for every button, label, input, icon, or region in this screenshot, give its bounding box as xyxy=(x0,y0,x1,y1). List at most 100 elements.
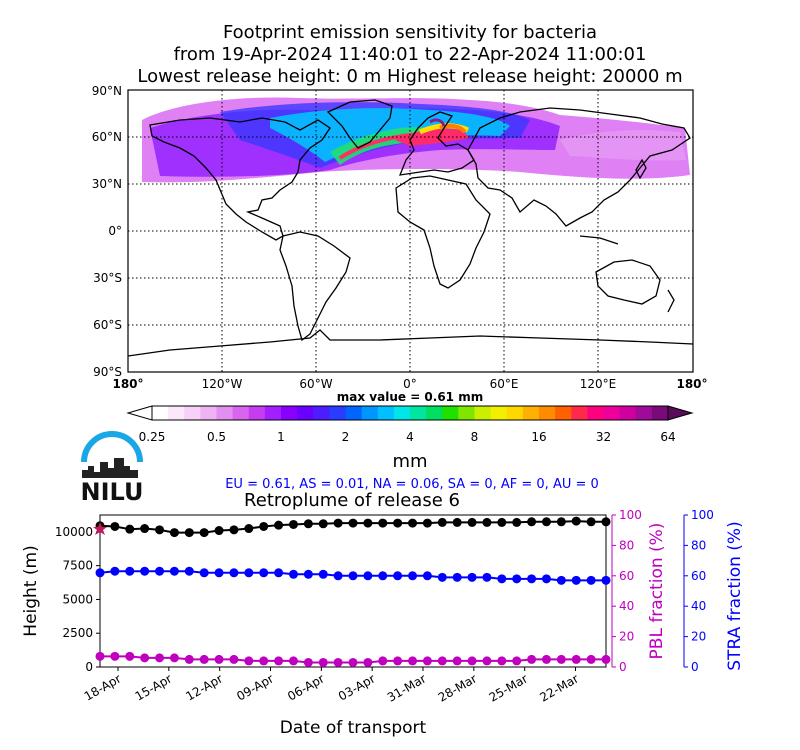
colorbar-cell xyxy=(651,406,669,420)
stra-fraction-point xyxy=(601,575,611,585)
pbl-fraction-point xyxy=(303,657,313,667)
pbl-fraction-point xyxy=(140,653,150,663)
colorbar-cell xyxy=(377,406,395,420)
height-point xyxy=(556,517,566,527)
colorbar-cell xyxy=(264,406,282,420)
nilu-logo: NILU xyxy=(81,431,144,506)
axis-ticks xyxy=(96,514,688,671)
colorbar-unit-label: mm xyxy=(392,451,427,472)
stra-fraction-point xyxy=(393,571,403,581)
retroplume-chart: Retroplume of release 6 18-Apr 15-Apr 12-A… xyxy=(21,490,745,738)
pbl-fraction-point xyxy=(527,654,537,664)
colorbar-tick: 0.25 xyxy=(139,430,166,444)
stra-fraction-point xyxy=(408,571,418,581)
pbl-fraction-point xyxy=(288,656,298,666)
colorbar-tick: 16 xyxy=(531,430,546,444)
pbl-fraction-point xyxy=(452,656,462,666)
stra-fraction-point xyxy=(95,568,105,578)
stra-tick-label: 100 xyxy=(691,508,714,522)
height-point xyxy=(571,516,581,526)
pbl-fraction-point xyxy=(274,656,284,666)
height-point xyxy=(244,524,254,534)
stra-fraction-point xyxy=(140,566,150,576)
stra-fraction-point xyxy=(274,568,284,578)
height-point xyxy=(422,518,432,528)
stra-fraction-point xyxy=(169,566,179,576)
lon-label: 120°E xyxy=(580,377,617,391)
pbl-fraction-point xyxy=(259,656,269,666)
stra-tick-labels: 0 20 40 60 80 100 xyxy=(691,508,714,674)
colorbar-high-extension xyxy=(667,405,694,421)
y-left-tick-label: 0 xyxy=(85,660,93,674)
x-tick-labels: 18-Apr 15-Apr 12-Apr 09-Apr 06-Apr 03-Apr 31-M… xyxy=(82,671,581,704)
stra-fraction-point xyxy=(244,568,254,578)
logo-skyline xyxy=(82,458,138,478)
colorbar-cell xyxy=(603,406,621,420)
stra-fraction-point xyxy=(155,566,165,576)
colorbar-tick: 8 xyxy=(471,430,479,444)
pbl-fraction-point xyxy=(378,656,388,666)
pbl-fraction-point xyxy=(408,656,418,666)
colorbar-cell xyxy=(619,406,637,420)
x-tick-label: 12-Apr xyxy=(183,671,225,703)
stra-fraction-point xyxy=(333,571,343,581)
pbl-fraction-point xyxy=(363,657,373,667)
lat-label: 90°S xyxy=(93,365,122,379)
stra-fraction-point xyxy=(541,574,551,584)
colorbar-cell xyxy=(200,406,217,420)
colorbar-cell xyxy=(345,406,363,420)
x-tick-label: 25-Mar xyxy=(487,671,531,704)
colorbar-low-extension xyxy=(126,405,153,421)
stra-fraction-point xyxy=(184,566,194,576)
height-point xyxy=(541,517,551,527)
colorbar-cell xyxy=(410,406,427,420)
height-point xyxy=(527,517,537,527)
stra-fraction-point xyxy=(214,568,224,578)
colorbar-cell xyxy=(216,406,234,420)
x-tick-label: 18-Apr xyxy=(82,671,124,703)
pbl-fraction-point xyxy=(467,656,477,666)
lon-label: 60°E xyxy=(490,377,519,391)
lat-label: 30°N xyxy=(92,177,122,191)
stra-fraction-point xyxy=(303,569,313,579)
colorbar-cell xyxy=(539,406,556,420)
pbl-tick-label: 80 xyxy=(619,538,634,552)
pbl-tick-label: 20 xyxy=(619,630,634,644)
pbl-fraction-point xyxy=(214,654,224,664)
height-point xyxy=(303,519,313,529)
colorbar-cell xyxy=(361,406,379,420)
logo-text: NILU xyxy=(81,478,144,506)
pbl-tick-label: 40 xyxy=(619,599,634,613)
pbl-fraction-point xyxy=(110,651,120,661)
x-tick-label: 31-Mar xyxy=(385,671,429,704)
colorbar-cell xyxy=(281,406,298,420)
stra-fraction-point xyxy=(556,575,566,585)
height-point xyxy=(437,517,447,527)
stra-fraction-point xyxy=(110,566,120,576)
height-point xyxy=(125,524,135,534)
stra-axis-label: STRA fraction (%) xyxy=(725,521,745,670)
colorbar-cell xyxy=(393,406,411,420)
colorbar-cell xyxy=(587,406,604,420)
x-tick-label: 09-Apr xyxy=(234,671,276,703)
pbl-axis-label: PBL fraction (%) xyxy=(647,523,667,660)
stra-fraction-point xyxy=(512,574,522,584)
height-point xyxy=(408,518,418,528)
pbl-fraction-point xyxy=(556,654,566,664)
pbl-fraction-point xyxy=(348,657,358,667)
region-fractions: EU = 0.61, AS = 0.01, NA = 0.06, SA = 0,… xyxy=(225,477,599,492)
colorbar-cell xyxy=(635,406,653,420)
lat-label: 30°S xyxy=(93,271,122,285)
x-axis-label: Date of transport xyxy=(280,718,427,738)
pbl-tick-labels: 0 20 40 60 80 100 xyxy=(619,508,642,674)
colorbar-frame xyxy=(151,405,669,421)
lat-label: 60°S xyxy=(93,318,122,332)
pbl-fraction-point xyxy=(601,654,611,664)
height-point xyxy=(110,521,120,531)
stra-fraction-point xyxy=(437,572,447,582)
colorbar-cell xyxy=(442,406,459,420)
lon-label: 180° xyxy=(112,377,143,391)
y-left-tick-label: 7500 xyxy=(62,559,93,573)
height-point xyxy=(482,517,492,527)
height-point xyxy=(155,525,165,535)
